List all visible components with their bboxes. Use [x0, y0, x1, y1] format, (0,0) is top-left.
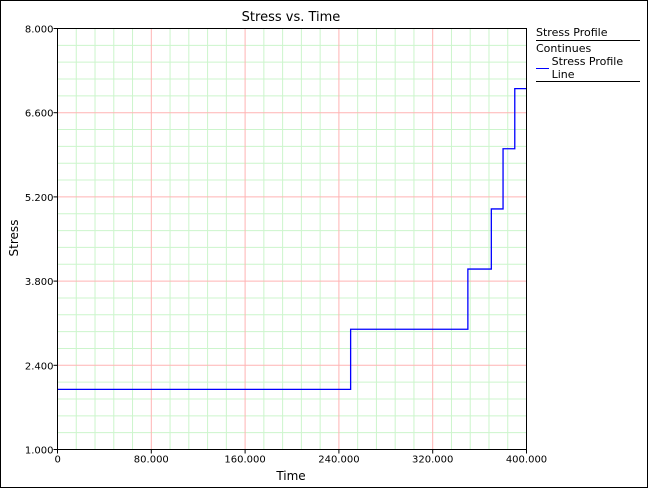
legend-line-swatch: [536, 67, 549, 69]
y-tick-label: 6.600: [25, 109, 54, 120]
series-line-stress-profile: [57, 87, 527, 391]
axis-ticks: 0 80.000 160.000 240.000 320.000 400.000 1.000…: [25, 25, 547, 466]
x-tick-label: 400.000: [506, 455, 547, 466]
legend-entry[interactable]: Stress Profile Line: [536, 55, 640, 82]
x-tick-label: 0: [55, 455, 61, 466]
legend-group: Continues: [536, 42, 592, 55]
y-axis-label: Stress: [7, 220, 21, 257]
y-tick-label: 2.400: [25, 361, 54, 372]
y-tick-label: 8.000: [25, 25, 54, 36]
grid: [57, 28, 527, 450]
legend: Stress Profile Continues Stress Profile …: [536, 26, 640, 82]
legend-entry-label: Stress Profile Line: [551, 55, 624, 81]
series-layer: [57, 87, 527, 391]
legend-header: Stress Profile: [536, 26, 640, 41]
y-tick-label: 1.000: [25, 446, 54, 457]
x-tick-label: 80.000: [134, 455, 169, 466]
chart-title: Stress vs. Time: [242, 10, 341, 25]
x-axis-label: Time: [275, 469, 305, 483]
y-tick-label: 3.800: [25, 277, 54, 288]
y-tick-label: 5.200: [25, 193, 54, 204]
plot-border: [57, 28, 527, 450]
x-tick-label: 320.000: [412, 455, 453, 466]
x-tick-label: 240.000: [318, 455, 359, 466]
x-tick-label: 160.000: [224, 455, 265, 466]
